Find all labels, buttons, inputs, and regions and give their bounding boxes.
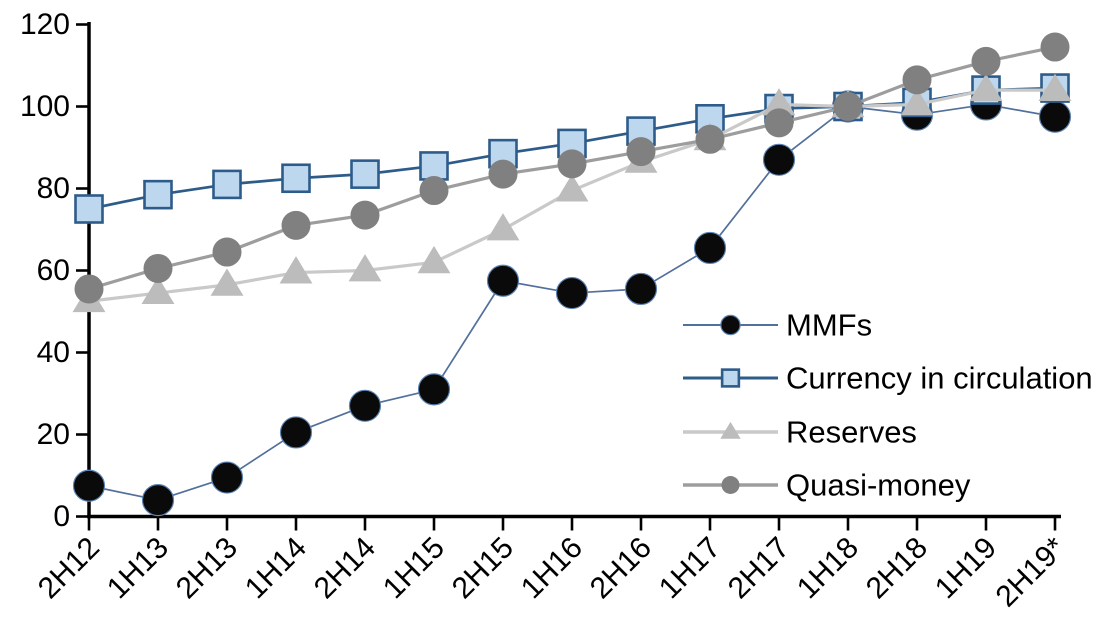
data-point-quasi-money-1h19: [971, 46, 1001, 76]
data-point-mmfs-2h15: [486, 264, 520, 297]
x-category-label-2h17: 2H17: [722, 531, 796, 605]
data-point-quasi-money-2h17: [764, 108, 794, 138]
x-category-label-1h18: 1H18: [791, 531, 865, 605]
x-category-label-2h14: 2H14: [308, 531, 382, 605]
x-category-label-2h19: 2H19*: [990, 531, 1073, 614]
data-point-mmfs-2h14: [348, 389, 382, 422]
legend-item-reserves: Reserves: [683, 415, 917, 450]
data-point-mmfs-1h16: [555, 276, 589, 310]
data-point-quasi-money-2h19: [1040, 32, 1070, 62]
data-point-quasi-money-1h16: [557, 149, 587, 179]
x-category-label-1h19: 1H19: [929, 531, 1003, 605]
data-point-reserves-1h16: [555, 174, 589, 202]
series-quasi-money: [74, 32, 1070, 304]
legend-label-quasi-money: Quasi-money: [786, 468, 971, 503]
data-point-quasi-money-2h14: [350, 200, 380, 230]
x-category-label-1h15: 1H15: [377, 531, 451, 605]
y-tick-label: 20: [37, 418, 70, 451]
data-point-reserves-2h17: [762, 88, 796, 116]
data-point-reserves-1h14: [279, 256, 313, 284]
x-category-label-2h15: 2H15: [446, 531, 520, 605]
data-point-mmfs-2h19: [1038, 100, 1072, 133]
y-tick-label: 0: [53, 500, 70, 533]
data-point-currency-in-circulation-1h14: [281, 163, 311, 194]
data-point-quasi-money-2h16: [626, 137, 656, 167]
data-point-reserves-1h13: [141, 276, 175, 304]
data-point-mmfs-1h15: [417, 373, 451, 406]
data-point-currency-in-circulation-2h14: [350, 159, 380, 189]
data-point-quasi-money-1h18: [833, 92, 863, 121]
data-point-mmfs-1h14: [279, 416, 313, 449]
x-category-label-1h13: 1H13: [101, 531, 175, 605]
x-category-label-1h14: 1H14: [239, 531, 313, 605]
data-point-reserves-1h19: [969, 73, 1003, 102]
data-point-reserves-2h13: [210, 268, 244, 296]
y-tick-label: 80: [37, 172, 70, 205]
legend: MMFs Currency in circulation Reserves Quasi…: [683, 308, 1093, 503]
y-tick-label: 100: [20, 90, 70, 123]
legend-label-currency-in-circulation: Currency in circulation: [786, 361, 1093, 396]
legend-marker-quasi-money: [721, 476, 740, 494]
legend-item-quasi-money: Quasi-money: [683, 468, 971, 503]
data-point-reserves-2h19: [1038, 73, 1072, 102]
data-point-reserves-2h18: [900, 88, 934, 116]
data-point-currency-in-circulation-2h13: [212, 169, 242, 200]
y-tick-label: 40: [37, 336, 70, 369]
x-category-label-2h13: 2H13: [170, 531, 244, 605]
data-point-reserves-1h15: [417, 245, 451, 274]
legend-label-reserves: Reserves: [786, 415, 917, 450]
y-tick-label: 120: [20, 8, 70, 41]
data-point-mmfs-1h13: [141, 484, 175, 517]
data-point-quasi-money-1h13: [143, 253, 173, 283]
legend-marker-currency-in-circulation: [720, 368, 741, 388]
data-point-mmfs-2h13: [210, 461, 244, 494]
legend-item-mmfs: MMFs: [683, 308, 872, 343]
x-category-label-2h12: 2H12: [32, 531, 106, 605]
data-point-mmfs-2h16: [624, 272, 658, 306]
data-point-quasi-money-1h17: [695, 124, 725, 154]
x-category-label-2h18: 2H18: [860, 531, 934, 605]
y-tick-label: 60: [37, 254, 70, 287]
x-category-label-1h17: 1H17: [653, 531, 727, 605]
legend-item-currency-in-circulation: Currency in circulation: [683, 361, 1093, 396]
x-category-label-2h16: 2H16: [584, 531, 658, 605]
series-mmfs: [72, 88, 1072, 517]
data-point-quasi-money-1h14: [281, 210, 311, 240]
data-point-quasi-money-1h15: [419, 176, 449, 206]
data-point-reserves-2h15: [486, 213, 520, 241]
data-point-currency-in-circulation-2h12: [74, 194, 104, 224]
data-point-quasi-money-2h18: [902, 65, 932, 95]
data-point-quasi-money-2h13: [212, 237, 242, 267]
data-point-mmfs-2h17: [762, 143, 796, 176]
legend-label-mmfs: MMFs: [786, 308, 872, 343]
data-point-currency-in-circulation-1h13: [143, 179, 173, 210]
data-point-mmfs-1h17: [693, 231, 727, 265]
x-category-label-1h16: 1H16: [515, 531, 589, 605]
data-point-currency-in-circulation-1h15: [419, 151, 449, 181]
legend-marker-mmfs: [720, 314, 741, 336]
data-point-mmfs-2h12: [72, 469, 106, 502]
data-point-reserves-2h14: [348, 254, 382, 282]
data-point-quasi-money-2h15: [488, 159, 518, 189]
legend-marker-reserves: [720, 421, 741, 439]
data-point-quasi-money-2h12: [74, 274, 104, 304]
